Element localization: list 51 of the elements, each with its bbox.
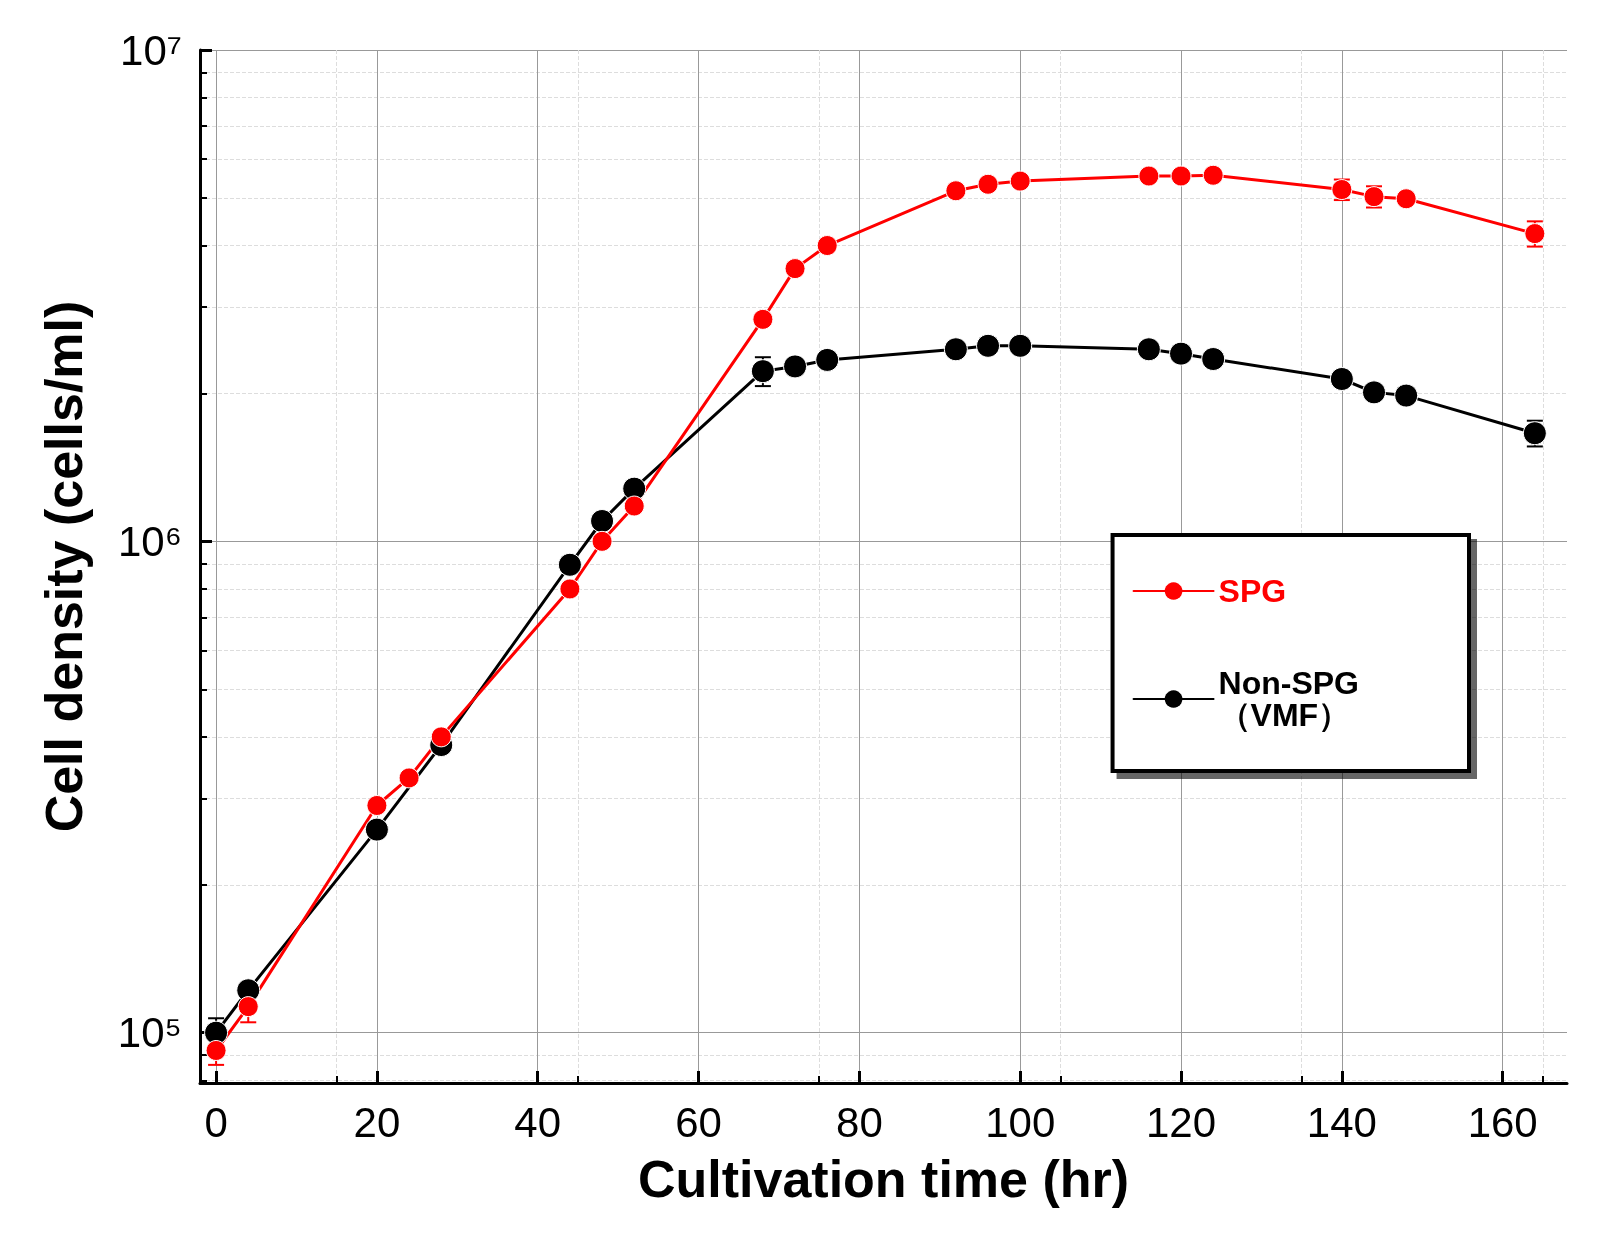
point bbox=[1329, 367, 1354, 391]
point bbox=[204, 1020, 229, 1045]
x-tick-label: 60 bbox=[675, 1098, 722, 1146]
legend-label: SPG bbox=[1218, 573, 1287, 609]
point bbox=[364, 817, 389, 842]
y-tick-label: 10⁶ bbox=[117, 517, 182, 565]
point bbox=[591, 530, 613, 552]
point bbox=[1201, 347, 1226, 372]
point bbox=[398, 767, 420, 789]
x-tick-label: 160 bbox=[1467, 1098, 1538, 1146]
y-axis-title: Cell density (cells/ml) bbox=[35, 300, 93, 833]
point bbox=[559, 578, 581, 600]
point bbox=[205, 1040, 227, 1061]
x-tick-label: 40 bbox=[514, 1098, 562, 1146]
x-tick-label: 120 bbox=[1145, 1098, 1217, 1146]
point bbox=[1202, 164, 1224, 186]
point bbox=[1395, 188, 1417, 210]
point bbox=[977, 173, 999, 195]
point bbox=[430, 726, 452, 748]
point bbox=[1138, 165, 1160, 187]
point bbox=[237, 996, 259, 1018]
x-tick-label: 0 bbox=[204, 1098, 228, 1146]
legend-label: Non-SPG （VMF） bbox=[1218, 665, 1359, 733]
point bbox=[752, 308, 774, 330]
point bbox=[1009, 170, 1031, 192]
y-tick-label: 10⁷ bbox=[120, 26, 182, 74]
point bbox=[1394, 383, 1419, 408]
x-tick-label: 80 bbox=[836, 1098, 883, 1146]
y-tick-label: 10⁵ bbox=[117, 1009, 182, 1057]
point bbox=[557, 552, 582, 577]
point bbox=[1008, 333, 1033, 358]
point bbox=[816, 235, 838, 257]
point bbox=[750, 359, 775, 384]
point bbox=[783, 354, 808, 379]
point bbox=[943, 337, 968, 362]
point bbox=[1170, 165, 1192, 187]
x-tick-label: 20 bbox=[353, 1098, 401, 1146]
point bbox=[366, 795, 388, 816]
point bbox=[623, 495, 645, 517]
point bbox=[976, 333, 1001, 358]
x-tick-label: 140 bbox=[1306, 1098, 1377, 1146]
point bbox=[622, 476, 647, 501]
x-axis-title: Cultivation time (hr) bbox=[637, 1150, 1130, 1208]
point bbox=[590, 509, 615, 533]
point bbox=[1136, 337, 1161, 362]
x-tick-label: 100 bbox=[985, 1098, 1056, 1146]
point bbox=[1362, 380, 1387, 405]
point bbox=[945, 180, 967, 202]
point bbox=[815, 347, 840, 372]
point bbox=[1169, 341, 1194, 366]
point bbox=[784, 258, 806, 280]
